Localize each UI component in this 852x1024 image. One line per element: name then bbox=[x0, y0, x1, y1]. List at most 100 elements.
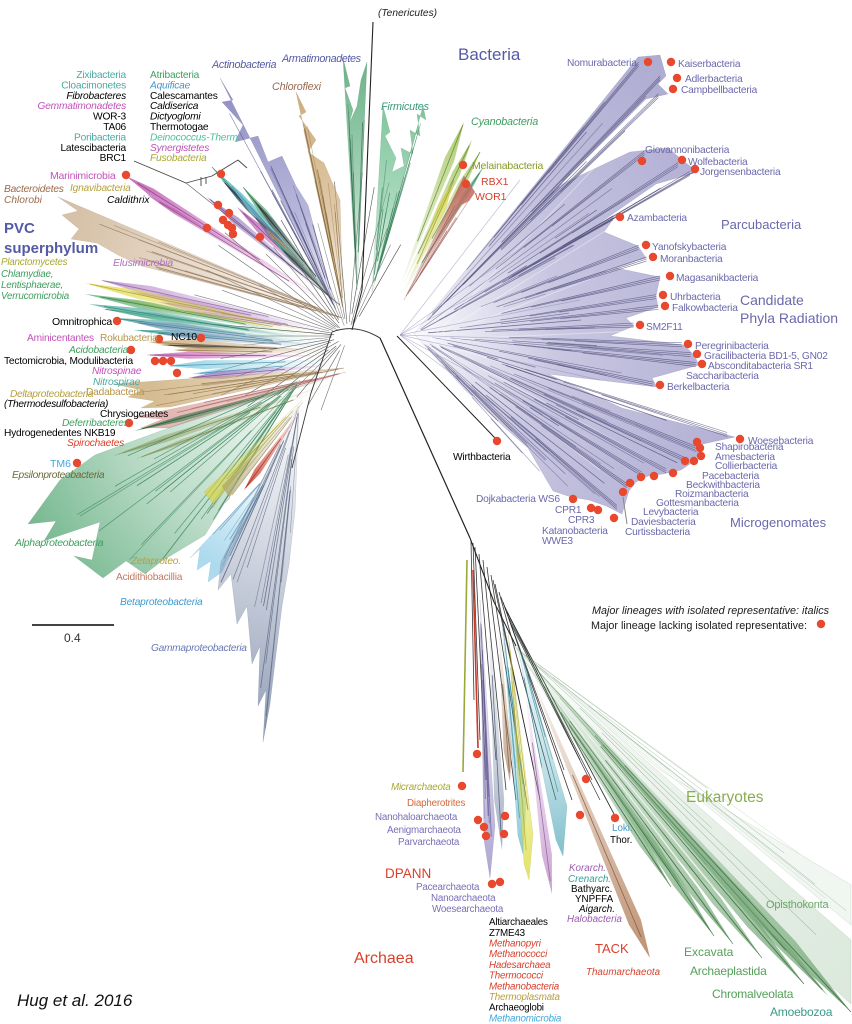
svg-text:Adlerbacteria: Adlerbacteria bbox=[685, 74, 743, 85]
svg-text:Hug et al. 2016: Hug et al. 2016 bbox=[17, 991, 133, 1010]
svg-text:Hydrogenedentes NKB19: Hydrogenedentes NKB19 bbox=[4, 428, 116, 439]
svg-text:Lentisphaerae,: Lentisphaerae, bbox=[1, 280, 63, 291]
svg-text:RBX1: RBX1 bbox=[481, 176, 509, 188]
svg-text:Candidate: Candidate bbox=[740, 292, 804, 308]
svg-text:TACK: TACK bbox=[595, 941, 629, 956]
svg-text:Amesbacteria: Amesbacteria bbox=[715, 452, 775, 463]
svg-text:Verrucomicrobia: Verrucomicrobia bbox=[1, 291, 70, 302]
svg-text:(Tenericutes): (Tenericutes) bbox=[378, 8, 437, 19]
svg-text:Gottesmanbacteria: Gottesmanbacteria bbox=[656, 498, 739, 509]
svg-text:Z7ME43: Z7ME43 bbox=[489, 928, 526, 939]
svg-text:Woesearchaeota: Woesearchaeota bbox=[432, 904, 504, 915]
svg-text:Korarch.: Korarch. bbox=[569, 863, 606, 874]
svg-text:Kaiserbacteria: Kaiserbacteria bbox=[678, 59, 741, 70]
svg-text:Thor.: Thor. bbox=[610, 835, 632, 846]
svg-text:Giovannonibacteria: Giovannonibacteria bbox=[645, 145, 730, 156]
svg-text:Chlorobi: Chlorobi bbox=[4, 195, 43, 206]
svg-text:Archaeoglobi: Archaeoglobi bbox=[489, 1003, 544, 1014]
svg-text:Nanoarchaeota: Nanoarchaeota bbox=[431, 893, 496, 904]
svg-text:Azambacteria: Azambacteria bbox=[627, 213, 687, 224]
svg-text:NC10: NC10 bbox=[171, 332, 197, 343]
svg-text:Bathyarc.: Bathyarc. bbox=[571, 884, 612, 895]
svg-text:Crenarch.: Crenarch. bbox=[568, 874, 611, 885]
svg-text:Peregrinibacteria: Peregrinibacteria bbox=[695, 341, 769, 352]
svg-text:WOR-3: WOR-3 bbox=[93, 112, 126, 123]
svg-text:Thaumarchaeota: Thaumarchaeota bbox=[586, 967, 661, 978]
svg-text:Bacteroidetes: Bacteroidetes bbox=[4, 184, 64, 195]
svg-text:Excavata: Excavata bbox=[684, 945, 734, 959]
svg-text:Chrysiogenetes: Chrysiogenetes bbox=[100, 409, 168, 420]
svg-text:Aigarch.: Aigarch. bbox=[578, 904, 615, 915]
svg-text:Elusimicrobia: Elusimicrobia bbox=[113, 257, 173, 269]
svg-text:TM6: TM6 bbox=[50, 458, 71, 470]
svg-text:Hadesarchaea: Hadesarchaea bbox=[489, 960, 551, 971]
svg-text:Cyanobacteria: Cyanobacteria bbox=[471, 116, 538, 128]
svg-text:Deltaproteobacteria: Deltaproteobacteria bbox=[10, 389, 94, 400]
svg-text:Nomurabacteria: Nomurabacteria bbox=[567, 58, 637, 69]
svg-text:Wirthbacteria: Wirthbacteria bbox=[453, 452, 511, 463]
svg-text:BRC1: BRC1 bbox=[100, 153, 127, 164]
svg-text:Yanofskybacteria: Yanofskybacteria bbox=[652, 242, 727, 253]
svg-text:Saccharibacteria: Saccharibacteria bbox=[686, 371, 759, 382]
svg-text:Jorgensenbacteria: Jorgensenbacteria bbox=[700, 167, 781, 178]
svg-text:Eukaryotes: Eukaryotes bbox=[686, 789, 764, 806]
svg-text:Methanococci: Methanococci bbox=[489, 949, 548, 960]
svg-text:Pacebacteria: Pacebacteria bbox=[702, 471, 760, 482]
svg-text:Parcubacteria: Parcubacteria bbox=[721, 217, 802, 232]
svg-text:Uhrbacteria: Uhrbacteria bbox=[670, 292, 721, 303]
svg-text:Aenigmarchaeota: Aenigmarchaeota bbox=[387, 825, 462, 836]
svg-text:Fusobacteria: Fusobacteria bbox=[150, 153, 207, 164]
svg-text:Bacteria: Bacteria bbox=[458, 45, 521, 64]
svg-text:Actinobacteria: Actinobacteria bbox=[211, 59, 277, 71]
svg-text:Chromalveolata: Chromalveolata bbox=[712, 987, 794, 1001]
svg-text:Firmicutes: Firmicutes bbox=[381, 101, 430, 113]
svg-text:Melainabacteria: Melainabacteria bbox=[472, 160, 543, 172]
svg-text:Latescibacteria: Latescibacteria bbox=[60, 143, 126, 154]
svg-text:Dictyoglomi: Dictyoglomi bbox=[150, 112, 201, 123]
svg-text:Campbellbacteria: Campbellbacteria bbox=[681, 85, 758, 96]
svg-text:WWE3: WWE3 bbox=[542, 536, 573, 547]
svg-text:WOR1: WOR1 bbox=[475, 191, 507, 203]
svg-text:Shapirobacteria: Shapirobacteria bbox=[715, 442, 784, 453]
svg-text:Major lineage lacking isolated: Major lineage lacking isolated represent… bbox=[591, 620, 807, 632]
svg-text:Deferribacteres: Deferribacteres bbox=[62, 418, 129, 429]
svg-text:Gracilibacteria BD1-5, GN02: Gracilibacteria BD1-5, GN02 bbox=[704, 351, 828, 362]
svg-text:Moranbacteria: Moranbacteria bbox=[660, 254, 723, 265]
svg-text:Caldithrix: Caldithrix bbox=[107, 195, 150, 206]
svg-text:Atribacteria: Atribacteria bbox=[150, 70, 200, 81]
svg-text:Falkowbacteria: Falkowbacteria bbox=[672, 303, 738, 314]
svg-text:DPANN: DPANN bbox=[385, 866, 431, 881]
svg-text:Curtissbacteria: Curtissbacteria bbox=[625, 527, 690, 538]
svg-text:Acidobacteria: Acidobacteria bbox=[68, 345, 129, 356]
svg-text:Spirochaetes: Spirochaetes bbox=[67, 438, 124, 449]
svg-text:Omnitrophica: Omnitrophica bbox=[52, 316, 112, 328]
svg-text:Ignavibacteria: Ignavibacteria bbox=[70, 183, 131, 194]
svg-text:Woesebacteria: Woesebacteria bbox=[748, 436, 814, 447]
svg-text:Methanopyri: Methanopyri bbox=[489, 939, 542, 950]
svg-text:Nanohaloarchaeota: Nanohaloarchaeota bbox=[375, 812, 458, 823]
svg-text:Methanobacteria: Methanobacteria bbox=[489, 981, 560, 992]
svg-text:Thermoplasmata: Thermoplasmata bbox=[489, 992, 560, 1003]
svg-text:Archaea: Archaea bbox=[354, 950, 414, 967]
svg-text:Major lineages with isolated r: Major lineages with isolated representat… bbox=[592, 605, 830, 617]
svg-text:Diapherotrites: Diapherotrites bbox=[407, 798, 465, 809]
svg-text:Microgenomates: Microgenomates bbox=[730, 515, 827, 530]
svg-text:Caldiserica: Caldiserica bbox=[150, 101, 199, 112]
svg-text:Betaproteobacteria: Betaproteobacteria bbox=[120, 597, 203, 608]
svg-text:Levybacteria: Levybacteria bbox=[643, 507, 699, 518]
svg-text:Micrarchaeota: Micrarchaeota bbox=[391, 782, 451, 793]
svg-text:Dadabacteria: Dadabacteria bbox=[86, 387, 145, 398]
svg-text:SM2F11: SM2F11 bbox=[646, 322, 683, 333]
svg-text:Tectomicrobia, Modulibacteria: Tectomicrobia, Modulibacteria bbox=[4, 356, 133, 367]
svg-text:Wolfebacteria: Wolfebacteria bbox=[688, 157, 748, 168]
svg-text:CPR1: CPR1 bbox=[555, 505, 582, 516]
svg-text:YNPFFA: YNPFFA bbox=[575, 894, 614, 905]
svg-text:Berkelbacteria: Berkelbacteria bbox=[667, 382, 730, 393]
svg-text:Methanomicrobia: Methanomicrobia bbox=[489, 1013, 562, 1024]
svg-text:Armatimonadetes: Armatimonadetes bbox=[281, 53, 362, 65]
svg-text:Zetaproteo.: Zetaproteo. bbox=[130, 556, 181, 567]
svg-text:Parvarchaeota: Parvarchaeota bbox=[398, 837, 460, 848]
svg-text:Epsilonproteobacteria: Epsilonproteobacteria bbox=[12, 470, 105, 481]
svg-text:Magasanikbacteria: Magasanikbacteria bbox=[676, 273, 759, 284]
svg-text:Collierbacteria: Collierbacteria bbox=[715, 461, 778, 472]
